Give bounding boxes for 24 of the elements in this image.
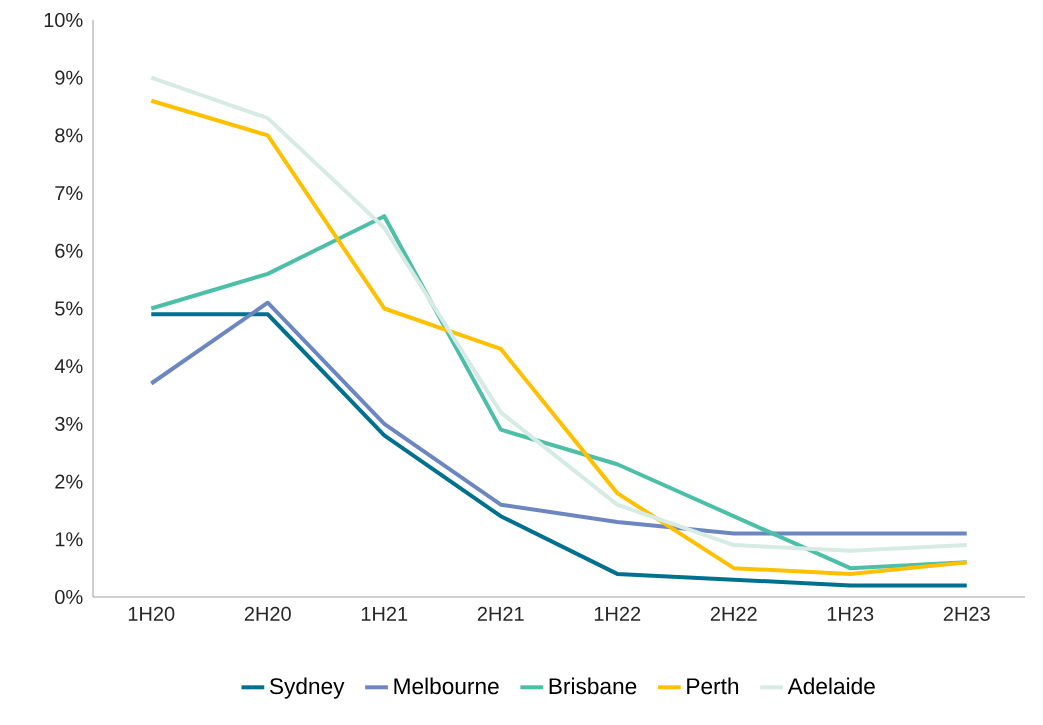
x-tick-label: 1H21 <box>361 606 408 621</box>
x-tick-label: 1H23 <box>827 606 874 621</box>
y-tick-label: 8% <box>55 128 83 143</box>
legend-label: Adelaide <box>787 677 875 695</box>
y-tick-label: 10% <box>44 12 83 28</box>
x-tick-label: 2H22 <box>710 606 757 621</box>
y-tick-label: 0% <box>55 589 83 605</box>
y-tick-label: 2% <box>55 474 83 489</box>
y-tick-label: 6% <box>55 243 83 258</box>
x-tick-label: 1H22 <box>594 606 641 621</box>
legend-label: Perth <box>687 677 739 695</box>
y-tick-label: 9% <box>55 70 83 85</box>
x-tick-label: 1H20 <box>128 606 175 621</box>
y-tick-label: 5% <box>55 301 83 316</box>
y-tick-label: 3% <box>55 416 83 431</box>
legend-label: Sydney <box>269 677 345 699</box>
y-tick-label: 1% <box>55 532 83 547</box>
legend-label: Brisbane <box>549 677 637 695</box>
y-tick-label: 7% <box>55 186 83 201</box>
x-tick-label: 2H23 <box>943 606 990 621</box>
y-tick-label: 4% <box>54 359 83 374</box>
x-tick-label: 2H21 <box>477 606 524 621</box>
legend-label: Melbourne <box>394 677 499 695</box>
x-tick-label: 2H20 <box>244 606 291 621</box>
